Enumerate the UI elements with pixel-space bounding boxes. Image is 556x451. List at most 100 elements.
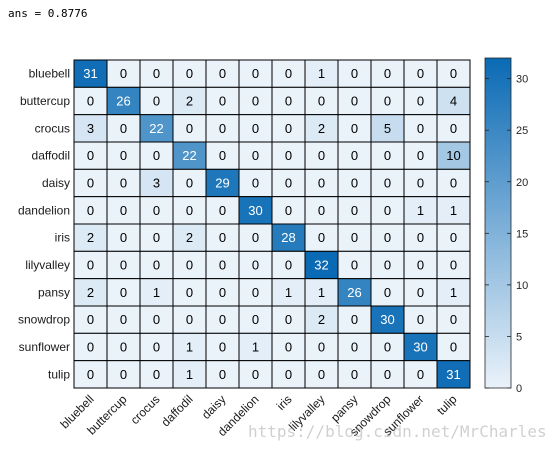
- cell-value: 30: [248, 203, 262, 218]
- row-labels: bluebell buttercup crocus daffodil daisy dand…: [18, 67, 70, 382]
- row-label: lilyvalley: [25, 258, 70, 272]
- colorbar-tick-label: 25: [516, 125, 528, 137]
- cell-value: 0: [87, 258, 94, 273]
- cell-value: 32: [314, 258, 328, 273]
- heatmap-cell: [205, 141, 240, 170]
- heatmap-cell: [370, 223, 405, 252]
- heatmap-cell: [436, 114, 471, 143]
- cell-value: 0: [252, 148, 259, 163]
- colorbar-tick-label: 10: [516, 280, 528, 292]
- column-label: iris: [274, 392, 295, 413]
- cell-value: 1: [153, 285, 160, 300]
- cell-value: 3: [153, 176, 160, 191]
- colorbar-gradient: [484, 57, 512, 389]
- cell-value: 0: [153, 340, 160, 355]
- heatmap-cell: [370, 278, 405, 307]
- cell-value: 22: [182, 148, 196, 163]
- cell-value: 0: [351, 367, 358, 382]
- cell-value: 0: [153, 148, 160, 163]
- cell-value: 0: [384, 340, 391, 355]
- colorbar: 0 5 10 15 20 25 30: [484, 57, 528, 395]
- heatmap-cell: [337, 305, 372, 334]
- heatmap-cell: [139, 141, 174, 170]
- cell-value: 0: [450, 66, 457, 81]
- heatmap-cell: [238, 86, 273, 116]
- row-label: buttercup: [20, 94, 70, 108]
- cell-value: 0: [318, 176, 325, 191]
- heatmap-cell: [271, 86, 306, 116]
- colorbar-tick-label: 15: [516, 228, 528, 240]
- cell-value: 0: [219, 367, 226, 382]
- cell-value: 0: [120, 312, 127, 327]
- cell-value: 0: [153, 312, 160, 327]
- cell-value: 0: [285, 203, 292, 218]
- cell-value: 0: [153, 66, 160, 81]
- row-label: tulip: [48, 367, 70, 381]
- heatmap-cell: [271, 168, 306, 198]
- cell-value: 0: [252, 121, 259, 136]
- heatmap-cell: [304, 250, 339, 280]
- heatmap-cell: [271, 360, 306, 389]
- row-label: sunflower: [19, 340, 70, 354]
- cell-value: 0: [186, 66, 193, 81]
- heatmap-cell: [403, 141, 438, 170]
- cell-value: 0: [87, 312, 94, 327]
- cell-value: 0: [285, 312, 292, 327]
- cell-value: 0: [417, 176, 424, 191]
- cell-value: 2: [87, 285, 94, 300]
- heatmap-cell: [271, 278, 306, 307]
- cell-value: 0: [219, 148, 226, 163]
- cell-value: 1: [450, 285, 457, 300]
- column-label: tulip: [434, 392, 460, 418]
- cell-value: 0: [318, 340, 325, 355]
- heatmap-cell: [370, 114, 405, 143]
- heatmap-cell: [106, 114, 141, 143]
- cell-value: 0: [417, 312, 424, 327]
- cell-value: 0: [219, 340, 226, 355]
- cell-value: 0: [384, 148, 391, 163]
- heatmap-cell: [436, 59, 471, 88]
- heatmap-cell: [271, 250, 306, 280]
- heatmap-cell: [238, 305, 273, 334]
- cell-value: 3: [87, 121, 94, 136]
- console-output: ans = 0.8776: [8, 7, 88, 20]
- cell-value: 0: [186, 312, 193, 327]
- heatmap-cell: [238, 223, 273, 252]
- cell-value: 0: [87, 367, 94, 382]
- heatmap-cell: [403, 332, 438, 362]
- heatmap-cell: [205, 360, 240, 389]
- cell-value: 1: [417, 203, 424, 218]
- cell-value: 0: [153, 94, 160, 109]
- cell-value: 29: [215, 176, 229, 191]
- cell-value: 0: [120, 258, 127, 273]
- cell-value: 1: [285, 285, 292, 300]
- cell-value: 0: [120, 340, 127, 355]
- heatmap-cell: [106, 59, 141, 88]
- cell-value: 0: [87, 148, 94, 163]
- heatmap-cell: [238, 114, 273, 143]
- heatmap-cell: [436, 168, 471, 198]
- heatmap-cell: [403, 278, 438, 307]
- cell-value: 2: [318, 312, 325, 327]
- cell-value: 0: [351, 148, 358, 163]
- heatmap-cell: [436, 86, 471, 116]
- heatmap-cell: [337, 360, 372, 389]
- heatmap-cell: [106, 278, 141, 307]
- cell-value: 0: [219, 312, 226, 327]
- cell-value: 0: [318, 230, 325, 245]
- cell-value: 0: [450, 230, 457, 245]
- heatmap-cell: [271, 305, 306, 334]
- row-label: iris: [55, 231, 70, 245]
- cell-value: 0: [351, 230, 358, 245]
- heatmap-cell: [139, 278, 174, 307]
- heatmap-cell: [73, 360, 108, 389]
- heatmap-cell: [139, 86, 174, 116]
- cell-value: 0: [417, 230, 424, 245]
- colorbar-tick-label: 0: [516, 383, 522, 395]
- cell-value: 0: [384, 367, 391, 382]
- colorbar-tick-label: 5: [516, 331, 522, 343]
- watermark-text: https://blog.csdn.net/MrCharles: [248, 422, 547, 441]
- heatmap-cell: [403, 360, 438, 389]
- heatmap-cell: [337, 250, 372, 280]
- row-label: daisy: [42, 176, 70, 190]
